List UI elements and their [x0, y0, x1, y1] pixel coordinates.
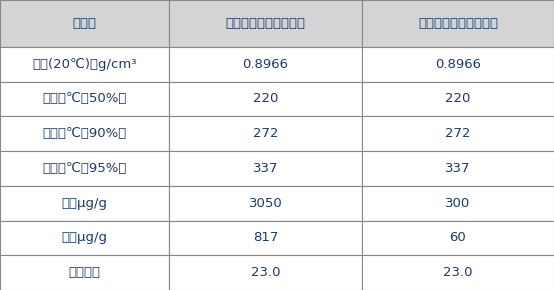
Bar	[0, 47, 169, 81]
Bar	[169, 186, 362, 220]
Text: 60: 60	[449, 231, 466, 244]
Text: 272: 272	[253, 127, 278, 140]
Bar	[362, 116, 554, 151]
Bar	[362, 220, 554, 255]
Bar	[0, 81, 169, 116]
Bar	[169, 151, 362, 186]
Bar	[362, 186, 554, 220]
Text: 密度(20℃)，g/cm³: 密度(20℃)，g/cm³	[32, 58, 137, 71]
Bar	[0, 0, 169, 47]
Text: 精制后的胜利催化柴油: 精制后的胜利催化柴油	[418, 17, 498, 30]
Text: 337: 337	[253, 162, 278, 175]
Bar	[169, 255, 362, 290]
Bar	[0, 220, 169, 255]
Bar	[169, 81, 362, 116]
Text: 原料油: 原料油	[73, 17, 96, 30]
Bar	[362, 0, 554, 47]
Text: 精制前的胜利催化柴油: 精制前的胜利催化柴油	[225, 17, 305, 30]
Text: 220: 220	[253, 93, 278, 106]
Bar	[362, 81, 554, 116]
Text: 23.0: 23.0	[443, 266, 473, 279]
Bar	[169, 116, 362, 151]
Text: 817: 817	[253, 231, 278, 244]
Text: 300: 300	[445, 197, 470, 210]
Text: 馏程，℃（90%）: 馏程，℃（90%）	[42, 127, 127, 140]
Text: 0.8966: 0.8966	[242, 58, 289, 71]
Bar	[362, 151, 554, 186]
Text: 272: 272	[445, 127, 471, 140]
Text: 337: 337	[445, 162, 471, 175]
Bar	[362, 255, 554, 290]
Text: 0.8966: 0.8966	[435, 58, 481, 71]
Text: 氮，μg/g: 氮，μg/g	[61, 231, 107, 244]
Text: 3050: 3050	[249, 197, 282, 210]
Text: 十六烷值: 十六烷值	[69, 266, 100, 279]
Bar	[362, 47, 554, 81]
Text: 馏程，℃（95%）: 馏程，℃（95%）	[42, 162, 127, 175]
Bar	[169, 220, 362, 255]
Bar	[0, 255, 169, 290]
Bar	[0, 116, 169, 151]
Bar	[169, 0, 362, 47]
Text: 220: 220	[445, 93, 470, 106]
Text: 硫，μg/g: 硫，μg/g	[61, 197, 107, 210]
Bar	[169, 47, 362, 81]
Bar	[0, 186, 169, 220]
Text: 馏程，℃（50%）: 馏程，℃（50%）	[42, 93, 127, 106]
Bar	[0, 151, 169, 186]
Text: 23.0: 23.0	[250, 266, 280, 279]
